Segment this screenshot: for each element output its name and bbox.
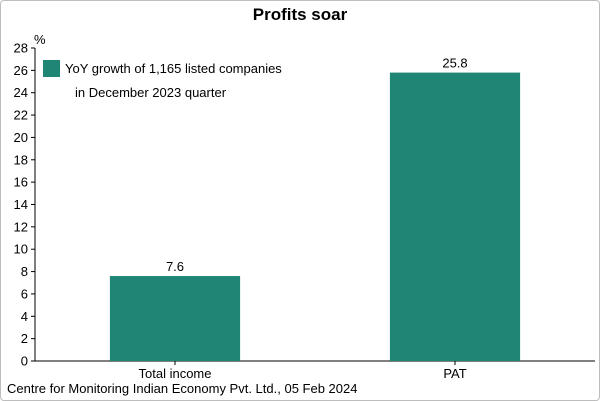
legend: YoY growth of 1,165 listed companies in D…: [43, 60, 282, 100]
y-axis-label: %: [34, 32, 46, 47]
x-tick-label: PAT: [443, 366, 466, 381]
y-tick-label: 28: [14, 41, 28, 56]
legend-label: YoY growth of 1,165 listed companies: [65, 61, 282, 76]
y-tick-label: 2: [21, 331, 28, 346]
y-tick-label: 4: [21, 309, 28, 324]
y-tick-label: 24: [14, 85, 28, 100]
y-tick-label: 14: [14, 197, 28, 212]
data-label: 25.8: [442, 56, 467, 71]
y-tick-label: 22: [14, 108, 28, 123]
y-tick-label: 12: [14, 219, 28, 234]
y-tick-label: 0: [21, 354, 28, 369]
chart-title: Profits soar: [252, 5, 348, 24]
y-tick-label: 6: [21, 286, 28, 301]
y-tick-label: 10: [14, 242, 28, 257]
data-label: 7.6: [166, 259, 184, 274]
bar: [109, 276, 241, 361]
y-tick-label: 20: [14, 130, 28, 145]
x-tick-label: Total income: [139, 366, 212, 381]
y-tick-label: 16: [14, 175, 28, 190]
bars: 7.6 25.8: [109, 56, 521, 361]
legend-label: in December 2023 quarter: [75, 85, 227, 100]
bar: [389, 72, 521, 361]
y-tick-label: 18: [14, 152, 28, 167]
source-note: Centre for Monitoring Indian Economy Pvt…: [7, 381, 358, 396]
legend-swatch: [43, 60, 60, 77]
y-tick-label: 8: [21, 264, 28, 279]
y-tick-label: 26: [14, 63, 28, 78]
